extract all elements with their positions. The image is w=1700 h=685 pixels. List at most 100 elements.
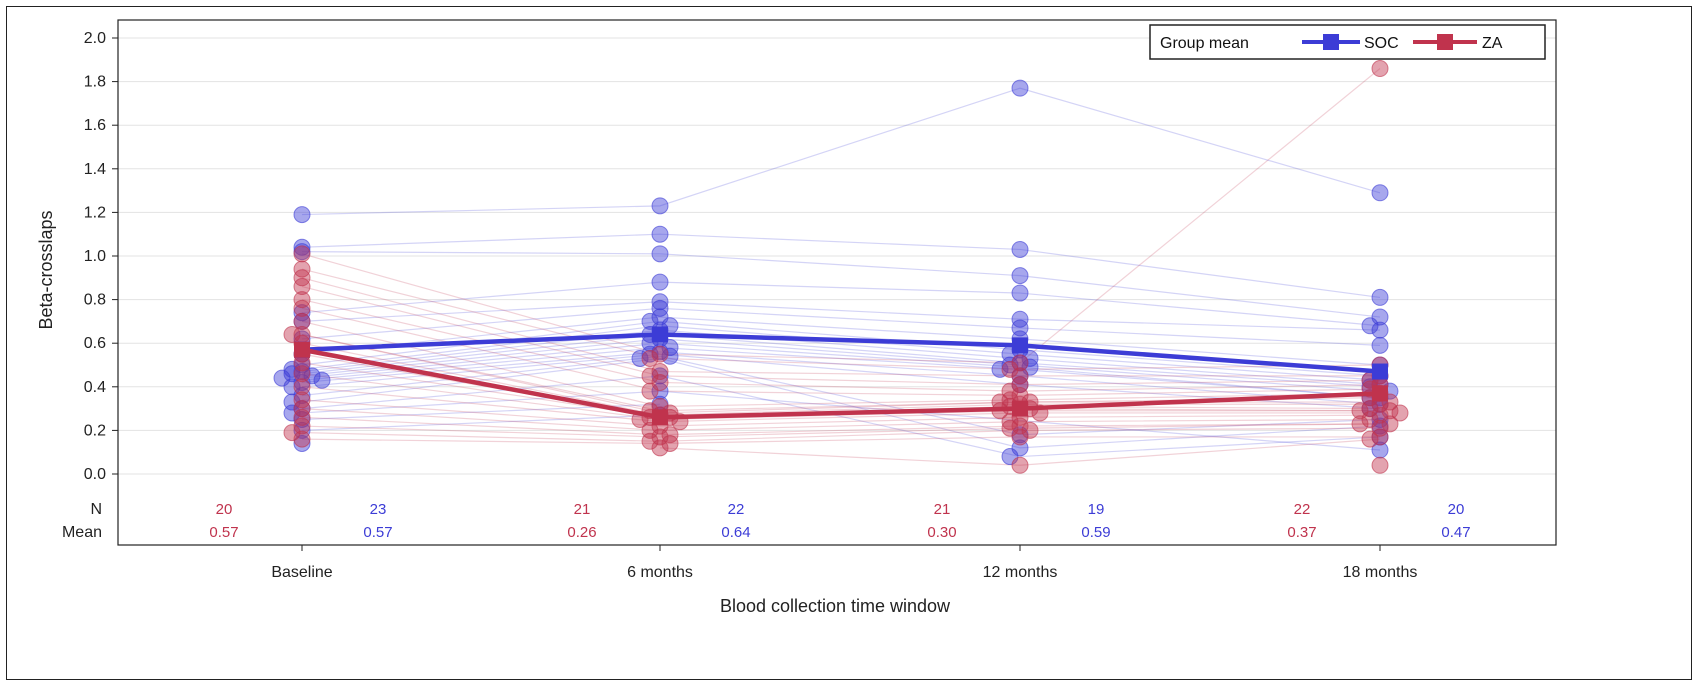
individual-trajectory-soc: [301, 346, 1381, 399]
table-mean-za: 0.37: [1287, 524, 1316, 541]
data-point-soc: [1371, 288, 1389, 306]
individual-trajectory-za: [301, 416, 1381, 436]
data-point-za: [651, 345, 669, 363]
data-point-soc: [651, 299, 669, 317]
data-point-soc: [651, 273, 669, 291]
data-point-za: [1011, 456, 1029, 474]
individual-trajectory-za: [301, 342, 1380, 416]
grid-layer: [118, 37, 1556, 475]
data-point-soc: [1011, 240, 1029, 258]
y-tick-label: 1.0: [84, 248, 106, 265]
data-point-za: [1001, 360, 1019, 378]
x-tick-label: Baseline: [271, 564, 332, 581]
y-tick-label: 1.8: [84, 74, 106, 91]
data-point-soc: [1371, 441, 1389, 459]
individual-trajectory-za: [301, 427, 1381, 442]
individual-trajectory-za: [301, 320, 1381, 408]
data-point-za: [293, 245, 311, 263]
data-point-za: [1001, 413, 1019, 431]
data-point-za: [1361, 430, 1379, 448]
data-point-za: [641, 349, 659, 367]
data-point-za: [1011, 428, 1029, 446]
mean-marker-za: [1012, 400, 1028, 417]
summary-table: N Mean 20 0.57 21 0.26 21 0.30 22 0.37 23 0.57 22 0.6…: [62, 501, 1471, 541]
data-point-za: [1381, 415, 1399, 433]
plot-area-border: [117, 19, 1557, 546]
x-tick-label: 18 months: [1343, 564, 1418, 581]
legend-soc-marker: [1323, 34, 1339, 50]
data-point-soc: [283, 404, 301, 422]
individual-trajectory-soc: [301, 357, 1381, 449]
data-point-za: [293, 378, 311, 396]
individual-trajectory-za: [301, 423, 1381, 438]
table-n-soc: 19: [1088, 501, 1105, 518]
data-point-za: [293, 417, 311, 435]
data-point-za: [1351, 415, 1369, 433]
mean-marker-za: [652, 409, 668, 426]
individual-trajectory-za: [301, 436, 1380, 445]
data-point-za: [641, 367, 659, 385]
data-point-soc: [661, 347, 679, 365]
table-mean-soc: 0.59: [1081, 524, 1110, 541]
data-point-za: [293, 278, 311, 296]
y-tick-label: 0.6: [84, 335, 106, 352]
data-point-soc: [293, 434, 311, 452]
individual-trajectory-soc: [301, 375, 1381, 458]
individual-trajectory-soc: [301, 351, 1381, 405]
data-point-za: [1391, 404, 1409, 422]
group-mean-lines: [294, 326, 1388, 426]
individual-trajectories: [301, 68, 1381, 466]
data-point-za: [1371, 60, 1389, 78]
data-point-soc: [651, 367, 669, 385]
data-point-za: [1371, 456, 1389, 474]
data-point-soc: [1021, 349, 1039, 367]
individual-trajectory-soc: [301, 316, 1381, 366]
data-point-soc: [293, 304, 311, 322]
y-tick-label: 0.2: [84, 422, 106, 439]
data-point-za: [1021, 421, 1039, 439]
data-point-za: [651, 439, 669, 457]
legend-title: Group mean: [1160, 35, 1249, 52]
individual-trajectory-za: [301, 268, 1381, 370]
individual-trajectory-soc: [301, 87, 1381, 216]
data-point-za: [1001, 382, 1019, 400]
table-n-za: 22: [1294, 501, 1311, 518]
table-row-label: N: [90, 501, 102, 518]
data-point-soc: [651, 382, 669, 400]
mean-marker-za: [294, 341, 310, 358]
individual-trajectory-soc: [301, 355, 1381, 436]
data-point-soc: [991, 360, 1009, 378]
mean-line-za: [301, 347, 1381, 420]
data-point-za: [661, 434, 679, 452]
y-axis-label: Beta-crosslaps: [36, 210, 56, 329]
data-point-soc: [313, 371, 331, 389]
y-tick-label: 1.6: [84, 117, 106, 134]
data-point-soc: [1371, 321, 1389, 339]
y-tick-label: 0.4: [84, 379, 106, 396]
data-point-za: [1371, 428, 1389, 446]
data-point-soc: [1361, 317, 1379, 335]
individual-trajectory-soc: [301, 338, 1381, 392]
y-tick-label: 1.2: [84, 204, 106, 221]
table-mean-soc: 0.57: [363, 524, 392, 541]
data-point-soc: [641, 345, 659, 363]
x-tick-label: 6 months: [627, 564, 693, 581]
individual-trajectory-za: [301, 408, 1381, 432]
data-point-za: [641, 382, 659, 400]
table-row-label: Mean: [62, 524, 102, 541]
data-point-soc: [293, 206, 311, 224]
data-point-soc: [1011, 310, 1029, 328]
data-point-soc: [651, 197, 669, 215]
data-point-soc: [1001, 356, 1019, 374]
mean-marker-soc: [1372, 363, 1388, 380]
data-point-za: [283, 424, 301, 442]
table-mean-za: 0.26: [567, 524, 596, 541]
data-point-soc: [1011, 267, 1029, 285]
data-point-soc: [293, 421, 311, 439]
data-point-soc: [293, 238, 311, 256]
individual-trajectory-za: [301, 399, 1381, 427]
data-point-za: [293, 269, 311, 287]
data-point-za: [293, 291, 311, 309]
data-point-za: [661, 426, 679, 444]
